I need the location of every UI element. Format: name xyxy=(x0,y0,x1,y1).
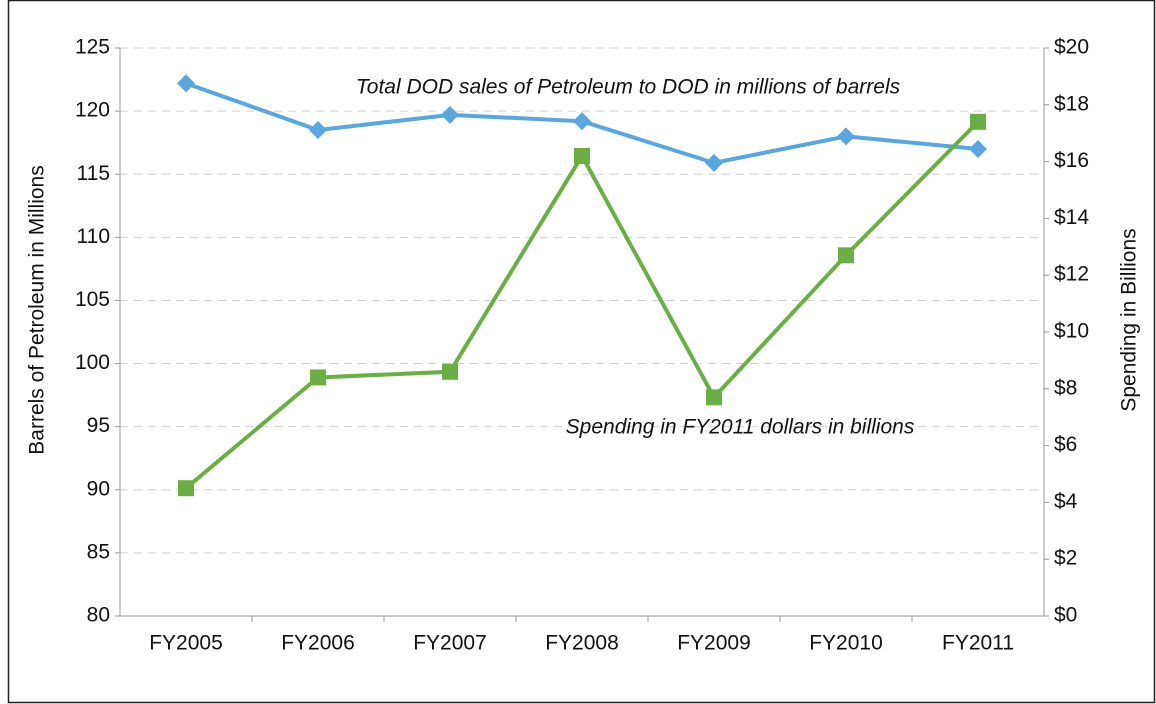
y-tick-label: 85 xyxy=(87,540,110,563)
y-tick-label: 110 xyxy=(77,225,110,248)
marker xyxy=(837,127,855,146)
marker xyxy=(310,369,326,386)
marker xyxy=(838,247,854,264)
marker xyxy=(178,480,194,497)
marker xyxy=(969,139,987,158)
y-tick-label: 105 xyxy=(75,288,110,311)
y2-tick-label: $16 xyxy=(1054,149,1089,172)
marker xyxy=(442,363,458,380)
x-tick-label: FY2010 xyxy=(809,632,883,655)
y-axis-label: Barrels of Petroleum in Millions xyxy=(26,165,49,454)
x-tick-label: FY2006 xyxy=(281,632,355,655)
y2-tick-label: $4 xyxy=(1054,490,1078,513)
y-tick-label: 125 xyxy=(75,36,110,59)
y2-tick-label: $0 xyxy=(1054,604,1077,627)
marker xyxy=(441,105,459,124)
marker xyxy=(970,113,986,130)
y2-tick-label: $10 xyxy=(1054,320,1089,343)
y2-tick-label: $2 xyxy=(1054,547,1077,570)
y-tick-label: 95 xyxy=(87,414,110,437)
marker xyxy=(574,147,590,164)
y2-tick-label: $14 xyxy=(1054,206,1089,229)
y2-axis-label: Spending in Billions xyxy=(1118,228,1141,411)
x-tick-label: FY2008 xyxy=(545,632,619,655)
x-tick-label: FY2009 xyxy=(677,632,751,655)
x-tick-label: FY2011 xyxy=(942,632,1014,655)
x-tick-label: FY2005 xyxy=(149,632,223,655)
marker xyxy=(309,121,327,140)
frame xyxy=(7,0,1156,704)
y2-tick-label: $6 xyxy=(1054,433,1077,456)
y-tick-label: 120 xyxy=(75,99,110,122)
y2-tick-label: $18 xyxy=(1054,92,1089,115)
y2-tick-label: $20 xyxy=(1054,36,1089,59)
y2-tick-label: $12 xyxy=(1054,263,1089,286)
marker xyxy=(573,112,591,131)
y-tick-label: 90 xyxy=(87,477,110,500)
series-annotation: Spending in FY2011 dollars in billions xyxy=(566,416,915,439)
series-annotation: Total DOD sales of Petroleum to DOD in m… xyxy=(356,76,901,99)
marker xyxy=(177,74,195,93)
y-tick-label: 80 xyxy=(87,604,110,627)
marker xyxy=(705,153,723,172)
y-tick-label: 115 xyxy=(77,162,110,185)
x-tick-label: FY2007 xyxy=(413,632,487,655)
marker xyxy=(706,389,722,406)
y2-tick-label: $8 xyxy=(1054,376,1077,399)
y-tick-label: 100 xyxy=(75,351,110,374)
